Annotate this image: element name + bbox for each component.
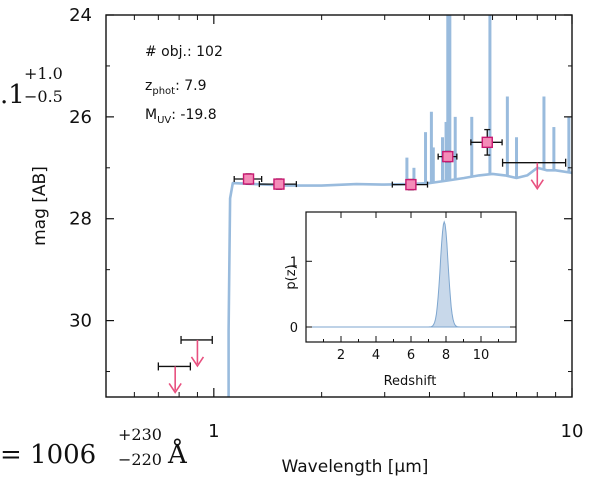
- inset-y-tick-label: 0: [290, 321, 298, 336]
- inset-x-tick-label: 2: [337, 348, 345, 363]
- upper-limit-arrow-head: [168, 382, 182, 394]
- main-plot-data: [157, 15, 573, 397]
- y-axis-title: mag [AB]: [30, 166, 50, 246]
- inset-x-tick-label: 10: [473, 348, 490, 363]
- inset-y-tick-label: 1: [290, 255, 298, 270]
- upper-limit-arrow-head: [530, 179, 544, 191]
- muv-label: MUV: -19.8: [145, 107, 217, 126]
- bottom-left-fragment: = 1006: [0, 440, 96, 470]
- bottom-left-value: = 1006 +230 −220 Å: [0, 425, 188, 470]
- sed-model-line: [227, 166, 573, 397]
- inset-x-tick-label: 6: [407, 348, 415, 363]
- x-tick-label: 10: [561, 421, 584, 442]
- inset-x-tick-label: 4: [372, 348, 380, 363]
- detection-point: [273, 178, 285, 190]
- top-left-fragment: .1: [0, 80, 25, 110]
- detection-point: [481, 136, 493, 149]
- inset-x-title: Redshift: [384, 374, 437, 389]
- pz-inset: 2 4 6 8 10 0 1 p(z) Redshift: [284, 211, 517, 389]
- detection-point: [442, 150, 454, 163]
- y-tick-label: 30: [69, 311, 92, 332]
- inset-axis-ticks: 2 4 6 8 10 0 1: [290, 212, 516, 363]
- pz-curve: [306, 220, 516, 328]
- detection-point: [242, 173, 255, 185]
- main-plot-frame: [105, 14, 573, 398]
- y-tick-label: 24: [69, 5, 92, 26]
- bottom-left-unit: Å: [167, 438, 188, 470]
- bottom-left-sup: +230: [118, 425, 162, 444]
- top-left-value: .1 +1.0 −0.5: [0, 64, 63, 110]
- bottom-left-sub: −220: [118, 450, 162, 469]
- top-left-sup: +1.0: [24, 64, 63, 83]
- y-tick-label: 26: [69, 107, 92, 128]
- inset-x-tick-label: 8: [442, 348, 450, 363]
- info-block: # obj.: 102 zphot: 7.9 MUV: -19.8: [145, 44, 223, 126]
- x-tick-label: 1: [208, 421, 219, 442]
- obj-count-label: # obj.: 102: [145, 44, 223, 60]
- inset-y-title: p(z): [284, 264, 299, 289]
- inset-frame: [305, 211, 517, 343]
- x-axis-title: Wavelength [μm]: [282, 457, 429, 477]
- top-left-sub: −0.5: [24, 87, 63, 106]
- inset-data: [306, 220, 516, 328]
- y-tick-label: 28: [69, 209, 92, 230]
- detection-point: [405, 178, 417, 191]
- zphot-label: zphot: 7.9: [145, 78, 207, 97]
- upper-limit-arrow-head: [190, 356, 205, 368]
